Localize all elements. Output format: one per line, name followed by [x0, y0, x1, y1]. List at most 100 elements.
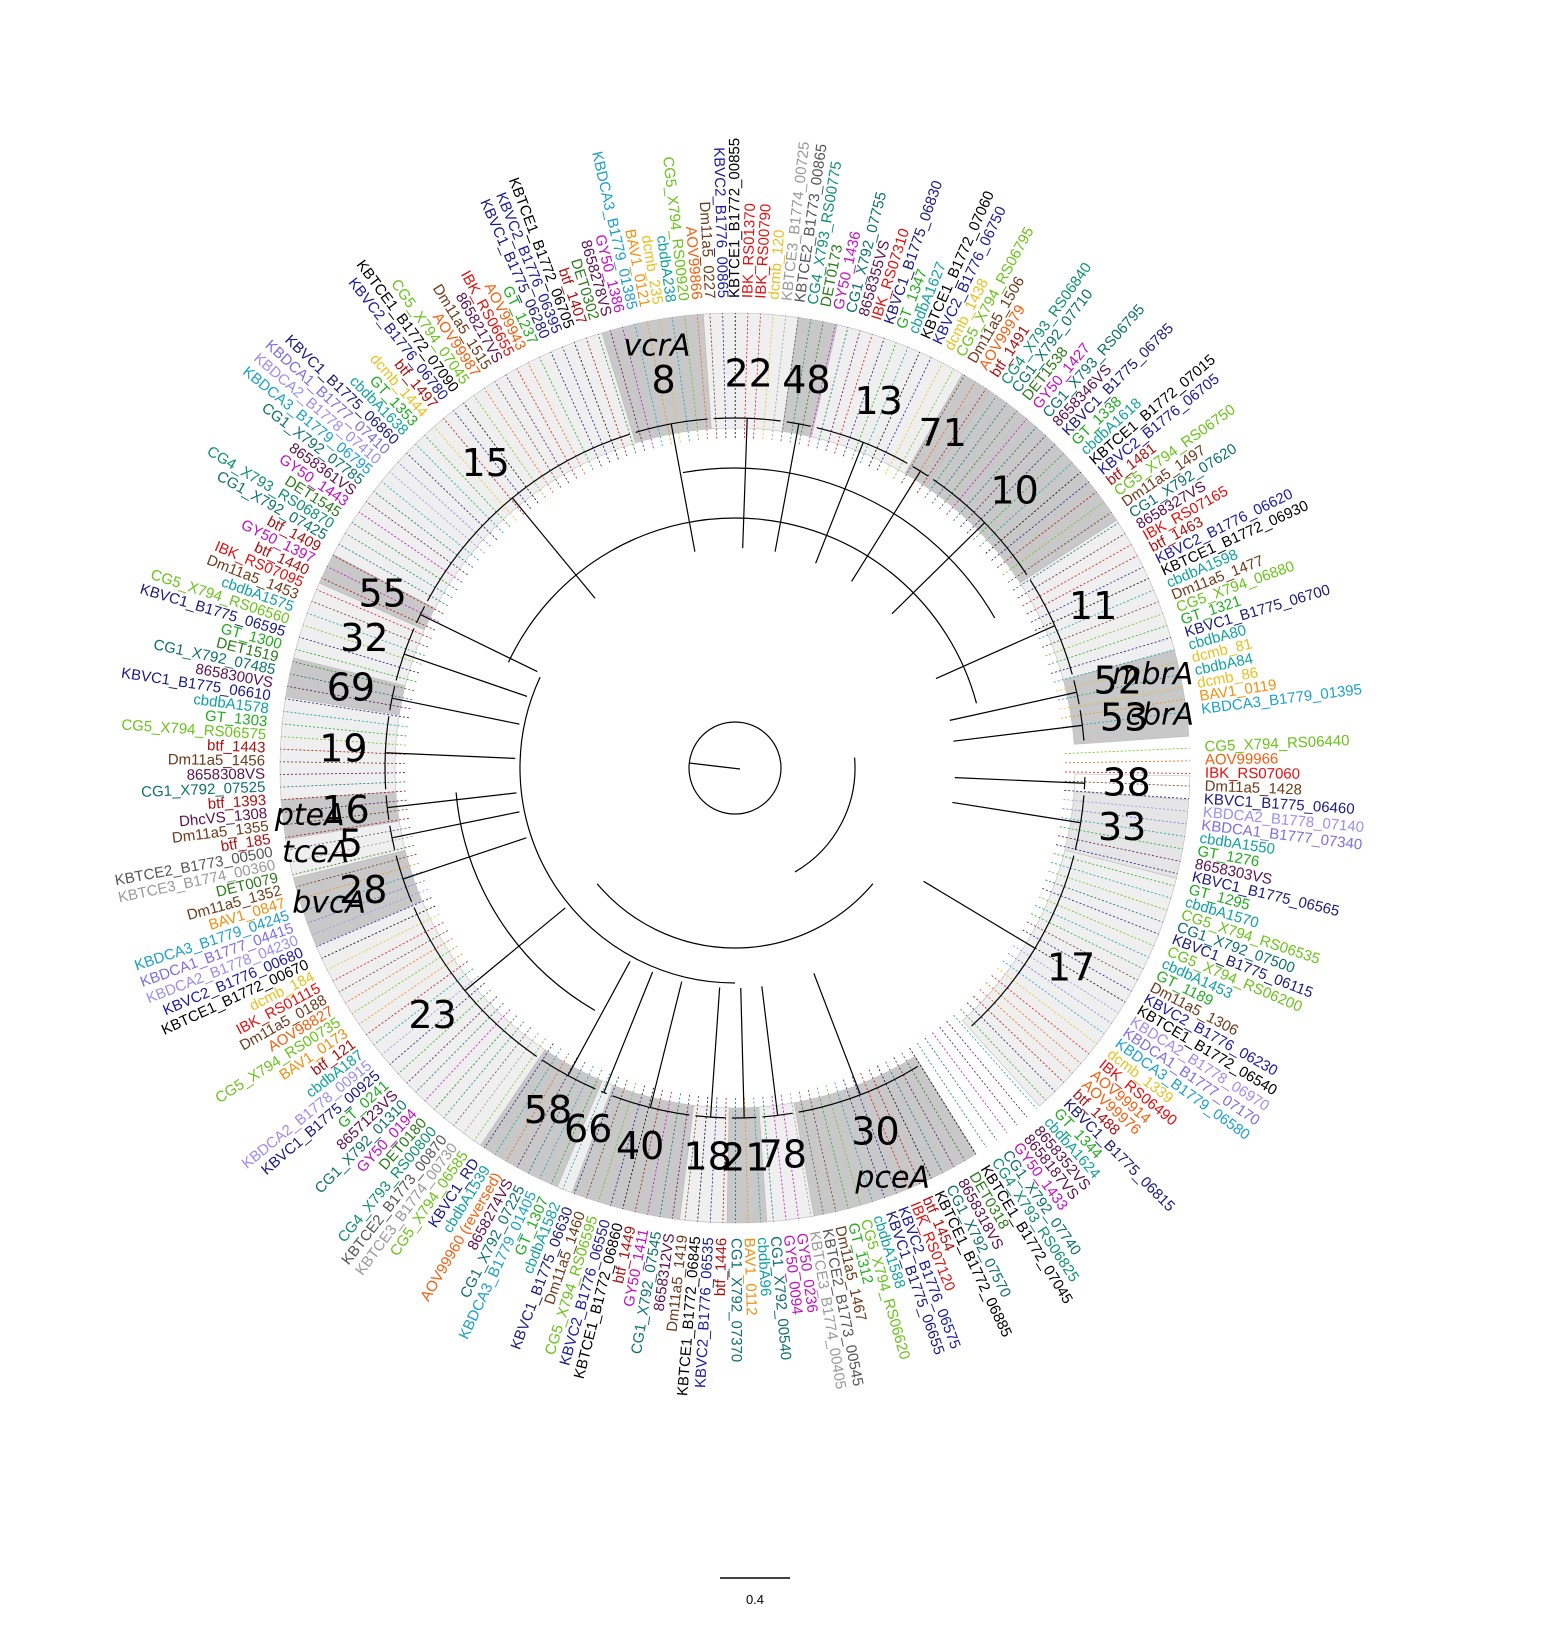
leaf-guide	[516, 368, 578, 479]
leaf-guide	[1063, 799, 1188, 812]
clade-number: 78	[759, 1133, 807, 1177]
leaf-guide	[282, 723, 407, 737]
leaf-guide	[302, 871, 422, 912]
leaf-guide	[753, 313, 761, 439]
leaf-label: AOV99966	[1205, 750, 1279, 768]
leaf-guide	[979, 462, 1073, 547]
clade-number: 71	[919, 411, 967, 455]
clade-number: 8	[651, 358, 675, 402]
leaf-guide	[973, 453, 1064, 541]
leaf-guide	[338, 543, 448, 607]
leaf-guide	[771, 315, 787, 441]
leaf-guide	[345, 532, 453, 599]
leaf-guide	[443, 1021, 525, 1118]
clade-number: 21	[721, 1135, 769, 1179]
clade-shade	[1069, 688, 1190, 745]
clade-number: 55	[358, 572, 406, 616]
leaf-guide	[1045, 613, 1164, 657]
leaf-labels: CG5_X794_RS06440AOV99966IBK_RS07060Dm11a…	[114, 138, 1365, 1397]
leaf-guide	[287, 685, 411, 710]
leaf-guide	[672, 1094, 691, 1219]
scale-bar-label: 0.4	[746, 1592, 764, 1607]
clade-branch	[402, 837, 527, 880]
clade-branch	[567, 961, 631, 1076]
leaf-guide	[722, 1097, 727, 1223]
leaf-guide	[1064, 771, 1190, 774]
clade-arc	[1074, 795, 1085, 850]
leaf-guide	[622, 327, 654, 449]
leaf-guide	[550, 1069, 602, 1185]
leaf-guide	[885, 362, 943, 475]
leaf-guide	[280, 748, 406, 755]
clade-arc	[395, 855, 413, 903]
clade-number: 23	[408, 993, 456, 1037]
clade-number: 5	[339, 822, 363, 866]
leaf-guide	[807, 324, 837, 447]
clade-branch	[761, 986, 779, 1116]
leaf-guide	[893, 1057, 955, 1168]
clade-branch	[813, 973, 861, 1095]
leaf-guide	[939, 410, 1018, 510]
leaf-guide	[722, 313, 727, 439]
leaf-guide	[901, 375, 965, 484]
leaf-guide	[851, 1076, 897, 1194]
leaf-guide	[415, 443, 504, 534]
leaf-guide	[505, 1052, 570, 1162]
leaf-guide	[433, 1015, 518, 1110]
clade-branch	[385, 752, 516, 760]
leaf-guide	[597, 333, 637, 454]
leaf-guide	[283, 710, 408, 728]
clade-number: 13	[854, 379, 902, 423]
leaf-guide	[473, 1038, 547, 1141]
leaf-guide	[424, 1009, 511, 1102]
leaf-guide	[1055, 844, 1178, 875]
tree-branches	[384, 417, 1086, 1119]
clade-arc	[816, 427, 908, 464]
clade-branch	[949, 691, 1077, 721]
clade-branch	[891, 522, 986, 615]
leaf-guide	[373, 491, 474, 568]
leaf-guide	[991, 481, 1090, 561]
leaf-label: btf_1446	[712, 1238, 731, 1297]
leaf-guide	[1007, 952, 1112, 1024]
leaf-guide	[709, 1097, 718, 1223]
leaf-guide	[397, 461, 491, 547]
leaf-guide	[876, 357, 932, 471]
clade-arc	[731, 1116, 757, 1119]
leaf-guide	[351, 522, 458, 591]
clade-branch	[511, 497, 596, 599]
leaf-label: Dm11a5_0227	[696, 201, 718, 299]
leaf-guide	[1038, 589, 1154, 640]
clade-arc	[798, 1065, 919, 1113]
leaf-guide	[1012, 522, 1119, 591]
leaf-guide	[424, 434, 511, 527]
leaf-guide	[415, 1002, 504, 1093]
leaf-label: cbdbA96	[754, 1237, 774, 1297]
leaf-guide	[1064, 789, 1189, 800]
leaf-guide	[292, 844, 415, 876]
leaf-guide	[307, 612, 425, 657]
leaf-guide	[789, 319, 812, 443]
leaf-guide	[280, 761, 406, 764]
clade-arc	[762, 1112, 793, 1118]
leaf-guide	[697, 1096, 709, 1222]
leaf-guide	[573, 342, 619, 460]
clade-arc	[389, 686, 396, 711]
leaf-guide	[1022, 929, 1132, 992]
clade-branch	[740, 987, 745, 1118]
leaf-guide	[909, 381, 976, 489]
leaf-guide	[358, 511, 463, 583]
leaf-guide	[550, 351, 602, 467]
leaf-guide	[997, 967, 1097, 1045]
clade-number: 19	[319, 726, 367, 770]
root-circle	[688, 721, 782, 815]
leaf-guide	[868, 1069, 921, 1184]
leaf-guide	[893, 368, 954, 479]
leaf-guide	[634, 1089, 663, 1212]
leaf-guide	[538, 357, 594, 471]
clade-number: 28	[339, 868, 387, 912]
gene-label: pteA	[274, 798, 345, 833]
clade-arc	[912, 465, 929, 477]
leaf-guide	[834, 1082, 873, 1202]
